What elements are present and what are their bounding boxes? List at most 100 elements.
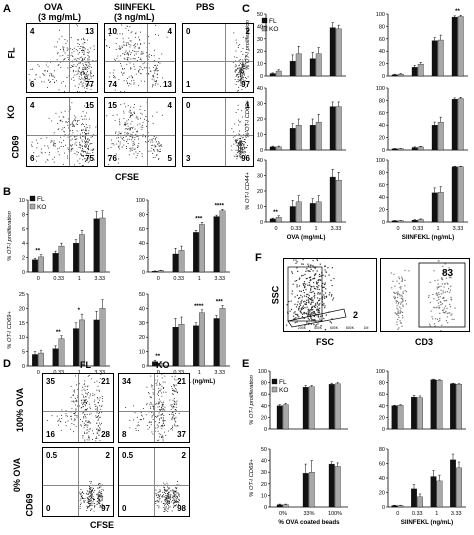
x-tick-label: 33% [303, 511, 314, 517]
quadrant-v-line [154, 374, 155, 442]
bar-fl [193, 325, 199, 367]
panel-label-c: C [242, 3, 250, 15]
significance-marker: ** [455, 9, 460, 15]
y-tick-label: 2 [22, 256, 25, 262]
bar-ko [295, 125, 302, 151]
bar-fl [431, 40, 438, 77]
legend-label-ko: KO [37, 204, 46, 211]
bar-fl [431, 125, 438, 151]
quadrant-h-line [27, 61, 97, 63]
x-tick-label: 3.33 [453, 226, 464, 232]
y-tick-label: 10 [19, 198, 25, 204]
quadrant-ur: 21 [177, 377, 186, 386]
legend-swatch-ko [261, 25, 268, 32]
chart-C2: 0 20 40 60 80 100 ** [376, 9, 468, 80]
y-tick-label: 60 [261, 392, 267, 398]
bar-ko [397, 148, 404, 151]
panel-d-xaxis-label: CFSE [90, 520, 115, 530]
bar-fl [329, 106, 336, 151]
panel-a-xaxis-label: CFSE [115, 172, 140, 182]
y-axis-label: % OT-I CD44+ [245, 172, 251, 210]
quadrant-ul: 4 [30, 27, 35, 36]
quadrant-ll: 0 [46, 504, 51, 513]
bar-fl [73, 243, 79, 273]
y-tick-label: 30 [257, 102, 263, 108]
y-tick-label: 100 [376, 86, 385, 92]
bar-ko [457, 98, 464, 151]
legend-swatch-ko [271, 386, 278, 393]
quadrant-ll: 6 [30, 154, 35, 163]
quadrant-h-line [183, 61, 253, 63]
y-tick-label: 80 [379, 381, 385, 387]
bar-fl [193, 232, 199, 273]
bar-ko [417, 397, 423, 430]
panel-d-yaxis-label: CD69 [24, 493, 35, 517]
quadrant-v-line [69, 98, 70, 166]
quadrant-v-line [69, 24, 70, 92]
bar-fl [73, 328, 79, 367]
x-tick-label: 0 [396, 226, 399, 232]
legend-label-fl: FL [269, 18, 277, 25]
gate-debris [287, 308, 347, 328]
significance-marker: ** [56, 330, 61, 336]
y-tick-label: 80 [139, 212, 145, 218]
quadrant-h-line [105, 135, 175, 137]
quadrant-ll: 16 [46, 430, 55, 439]
bar-ko [315, 53, 322, 77]
bar-fl [309, 58, 316, 77]
y-tick-label: 50 [257, 12, 263, 18]
bar-ko [282, 404, 289, 430]
quadrant-ul: 15 [108, 101, 117, 110]
y-tick-label: 20 [379, 415, 385, 421]
significance-marker: ** [273, 210, 278, 216]
y-tick-label: 50 [261, 447, 267, 453]
quadrant-v-line [154, 448, 155, 516]
bar-ko [219, 210, 226, 273]
x-axis-label: SIINFEKL (ng/mL) [402, 234, 454, 241]
bar-fl [52, 348, 59, 367]
bar-ko [335, 28, 342, 77]
y-axis-label: % OT-I proliferation [249, 375, 255, 425]
y-axis-label: % OT-I proliferation [7, 211, 13, 261]
panel-a-col2-title: SIINFEKL [114, 2, 156, 12]
x-tick-label: 0.33 [53, 276, 64, 282]
y-tick-label: 0 [142, 364, 145, 370]
y-tick-label: 0 [382, 505, 385, 511]
quadrant-ll: 1 [186, 80, 191, 89]
panel-f-cd3-plot [380, 258, 470, 332]
x-axis-label: SIINFEKL (ng/mL) [401, 519, 453, 526]
y-tick-label: 0 [382, 148, 385, 154]
bar-ko [79, 234, 85, 273]
chart-E4: 0 20 40 60 80 0 0.33 1 3.33 SIINFEKL (ng/mL) [379, 447, 466, 526]
quadrant-ur: 13 [85, 27, 94, 36]
x-tick-label: 1 [435, 511, 438, 517]
bar-fl [172, 326, 179, 367]
chart-E3: 0 10 20 30 40 50 0% 33% 100% % OT-I CD69+ % OVA co… [249, 447, 348, 526]
bar-fl [391, 148, 398, 151]
bar-ko [275, 217, 282, 223]
x-tick-label: 3.33 [94, 276, 105, 282]
x-tick-label: 0 [396, 511, 399, 517]
bar-fl [309, 125, 316, 151]
bar-ko [282, 504, 289, 508]
quadrant-ur: 2 [105, 451, 110, 460]
y-tick-label: 40 [257, 24, 263, 30]
y-tick-label: 80 [379, 98, 385, 104]
y-axis-label: % OT-I proliferation [245, 20, 251, 70]
quadrant-ul: 10 [108, 27, 117, 36]
panel-f-gate-right-value: 83 [442, 268, 454, 279]
y-tick-label: 80 [379, 24, 385, 30]
quadrant-ul: 35 [46, 377, 55, 386]
bar-fl [451, 16, 458, 77]
y-tick-label: 40 [257, 158, 263, 164]
quadrant-v-line [147, 24, 148, 92]
flow-plot-d-r2-c2: 0.5 2 0 98 [118, 447, 190, 517]
panel-a-row1-label: FL [6, 47, 17, 59]
quadrant-lr: 97 [101, 504, 110, 513]
bar-fl [276, 504, 283, 508]
y-tick-label: 60 [379, 111, 385, 117]
bar-fl [411, 488, 417, 508]
y-tick-label: 30 [139, 321, 145, 327]
flow-plot-a-r1-c2: 10 4 74 13 [104, 23, 176, 93]
bar-fl [32, 354, 38, 367]
